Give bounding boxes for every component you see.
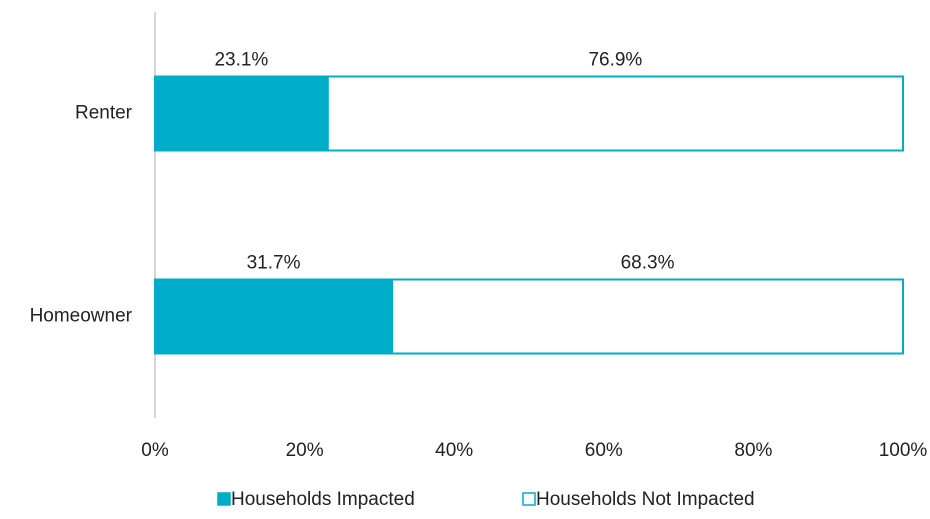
bar-segment: [154, 278, 394, 355]
category-label: Renter: [75, 103, 133, 124]
bar-segment: [391, 278, 904, 355]
category-label: Homeowner: [30, 306, 133, 327]
value-label: 23.1%: [214, 50, 268, 71]
x-tick-label: 0%: [141, 440, 169, 461]
legend-swatch: [217, 492, 231, 506]
x-tick-label: 100%: [879, 440, 928, 461]
bar-segment: [154, 75, 329, 152]
bar-segment: [326, 75, 904, 152]
legend-label: Households Impacted: [231, 489, 415, 510]
legend-label: Households Not Impacted: [536, 489, 755, 510]
x-tick-label: 80%: [734, 440, 772, 461]
value-label: 76.9%: [588, 50, 642, 71]
value-label: 68.3%: [621, 253, 675, 274]
legend-swatch: [522, 492, 536, 506]
value-label: 31.7%: [247, 253, 301, 274]
x-tick-label: 40%: [435, 440, 473, 461]
x-tick-label: 20%: [286, 440, 324, 461]
x-tick-label: 60%: [585, 440, 623, 461]
